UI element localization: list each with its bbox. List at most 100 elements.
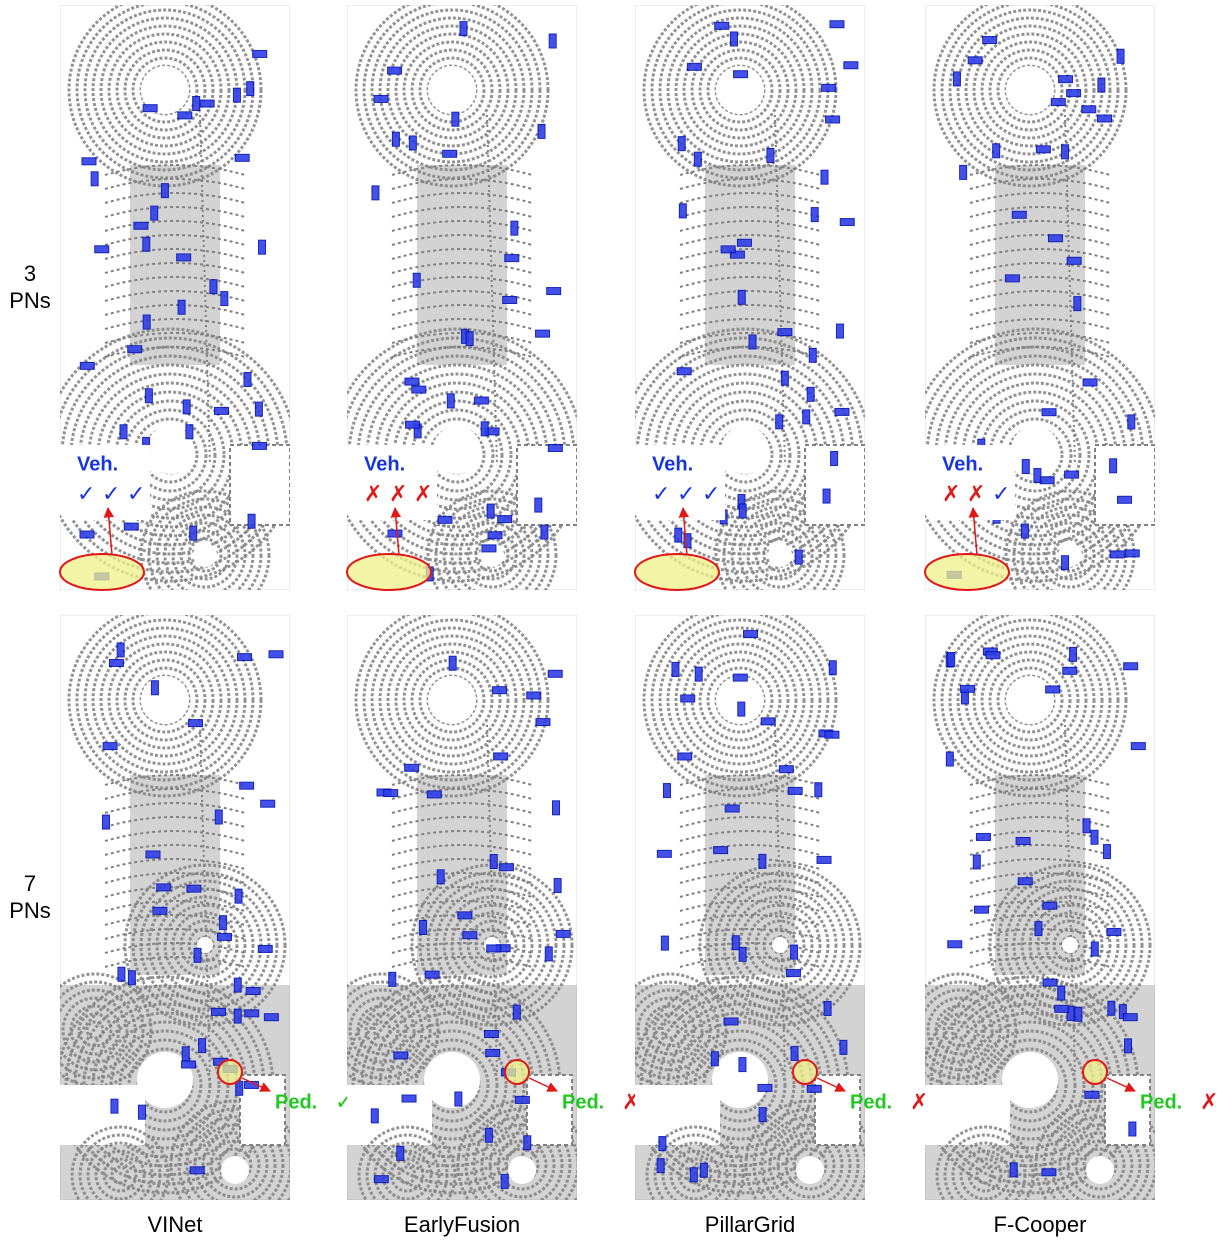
detection-box <box>738 290 745 304</box>
detection-box <box>946 752 953 766</box>
detection-box <box>695 667 702 681</box>
detection-box <box>482 545 496 552</box>
detection-box <box>739 1058 746 1072</box>
detection-box <box>781 371 788 385</box>
detection-box <box>725 805 739 812</box>
highlight <box>1083 1060 1107 1084</box>
detection-box <box>437 870 444 884</box>
detection-box <box>737 239 751 246</box>
detection-box <box>1034 469 1041 483</box>
result-mark: ✗ <box>967 481 985 506</box>
detection-box <box>233 88 240 102</box>
detection-box <box>657 1159 664 1173</box>
detection-box <box>178 300 185 314</box>
detection-box <box>1075 1007 1082 1021</box>
detection-box <box>993 144 1000 158</box>
detection-box <box>82 158 96 165</box>
lidar-panel <box>614 604 874 1229</box>
blind-spot <box>721 426 769 474</box>
detection-box <box>182 1047 189 1061</box>
detection-box <box>767 148 774 162</box>
detection-box <box>235 154 249 161</box>
detection-box <box>128 346 142 353</box>
detection-box <box>807 1085 821 1092</box>
result-mark: ✓ <box>102 481 120 506</box>
detection-box <box>986 652 1000 659</box>
detection-box <box>402 1095 416 1102</box>
detection-box <box>809 348 816 362</box>
detection-box <box>1082 106 1096 113</box>
detection-box <box>485 1128 492 1142</box>
highlight <box>925 554 1009 590</box>
detection-box <box>481 422 488 436</box>
detection-box <box>687 63 701 70</box>
detection-box <box>186 425 193 439</box>
detection-box <box>538 124 545 138</box>
row-label: 3 <box>24 261 36 286</box>
detection-box <box>1129 1122 1136 1136</box>
detection-box <box>499 864 513 871</box>
detection-box <box>678 137 685 151</box>
detection-box <box>261 800 275 807</box>
detection-box <box>830 21 844 28</box>
detection-box <box>1074 297 1081 311</box>
column-label: PillarGrid <box>705 1212 795 1237</box>
detection-box <box>455 1092 462 1106</box>
detection-box <box>948 941 962 948</box>
detection-box <box>659 1137 666 1151</box>
detection-box <box>157 884 171 891</box>
detection-box <box>151 206 158 220</box>
detection-box <box>524 1136 531 1150</box>
lidar-panel <box>326 604 586 1229</box>
detection-box <box>776 415 783 429</box>
detection-box <box>1131 743 1145 750</box>
detection-box <box>661 936 668 950</box>
detection-box <box>733 674 747 681</box>
detection-box <box>384 790 398 797</box>
highlight <box>60 554 144 590</box>
detection-box <box>474 397 488 404</box>
blind-spot <box>508 1156 536 1184</box>
detection-box <box>779 766 793 773</box>
detection-box <box>732 936 739 950</box>
detection-box <box>252 442 266 449</box>
detection-box <box>1018 878 1032 885</box>
detection-box <box>1016 837 1030 844</box>
detection-box <box>721 246 735 253</box>
detection-box <box>1022 460 1029 474</box>
blind-spot <box>433 426 481 474</box>
detection-box <box>388 67 402 74</box>
detection-box <box>664 784 671 798</box>
result-mark: ✗ <box>414 481 432 506</box>
detection-box <box>120 425 127 439</box>
detection-box <box>449 656 456 670</box>
lidar-panel <box>619 0 871 619</box>
detection-box <box>744 631 758 638</box>
detection-box <box>1063 667 1077 674</box>
detection-box <box>447 394 454 408</box>
detection-box <box>778 329 792 336</box>
annotation: Veh. <box>652 453 693 475</box>
figure: 3PNsVeh.✓✓✓Veh.✗✗✗Veh.✓✓✓Veh.✗✗✓7PNsPed.… <box>0 0 1231 1242</box>
detection-box <box>844 62 858 69</box>
detection-box <box>80 362 94 369</box>
detection-box <box>1049 235 1063 242</box>
detection-box <box>536 719 550 726</box>
detection-box <box>111 1099 118 1113</box>
detection-box <box>739 947 746 961</box>
detection-box <box>795 550 802 564</box>
detection-box <box>153 907 167 914</box>
detection-box <box>258 945 272 952</box>
detection-box <box>244 372 251 386</box>
detection-box <box>715 22 729 29</box>
row-label: PNs <box>9 288 51 313</box>
blind-spot <box>796 1156 824 1184</box>
detection-box <box>815 783 822 797</box>
blind-spot <box>1006 66 1054 114</box>
detection-box <box>247 82 254 96</box>
detection-box <box>974 906 988 913</box>
detection-box <box>535 498 542 512</box>
detection-box <box>187 885 201 892</box>
detection-box <box>681 695 695 702</box>
detection-box <box>1098 78 1105 92</box>
